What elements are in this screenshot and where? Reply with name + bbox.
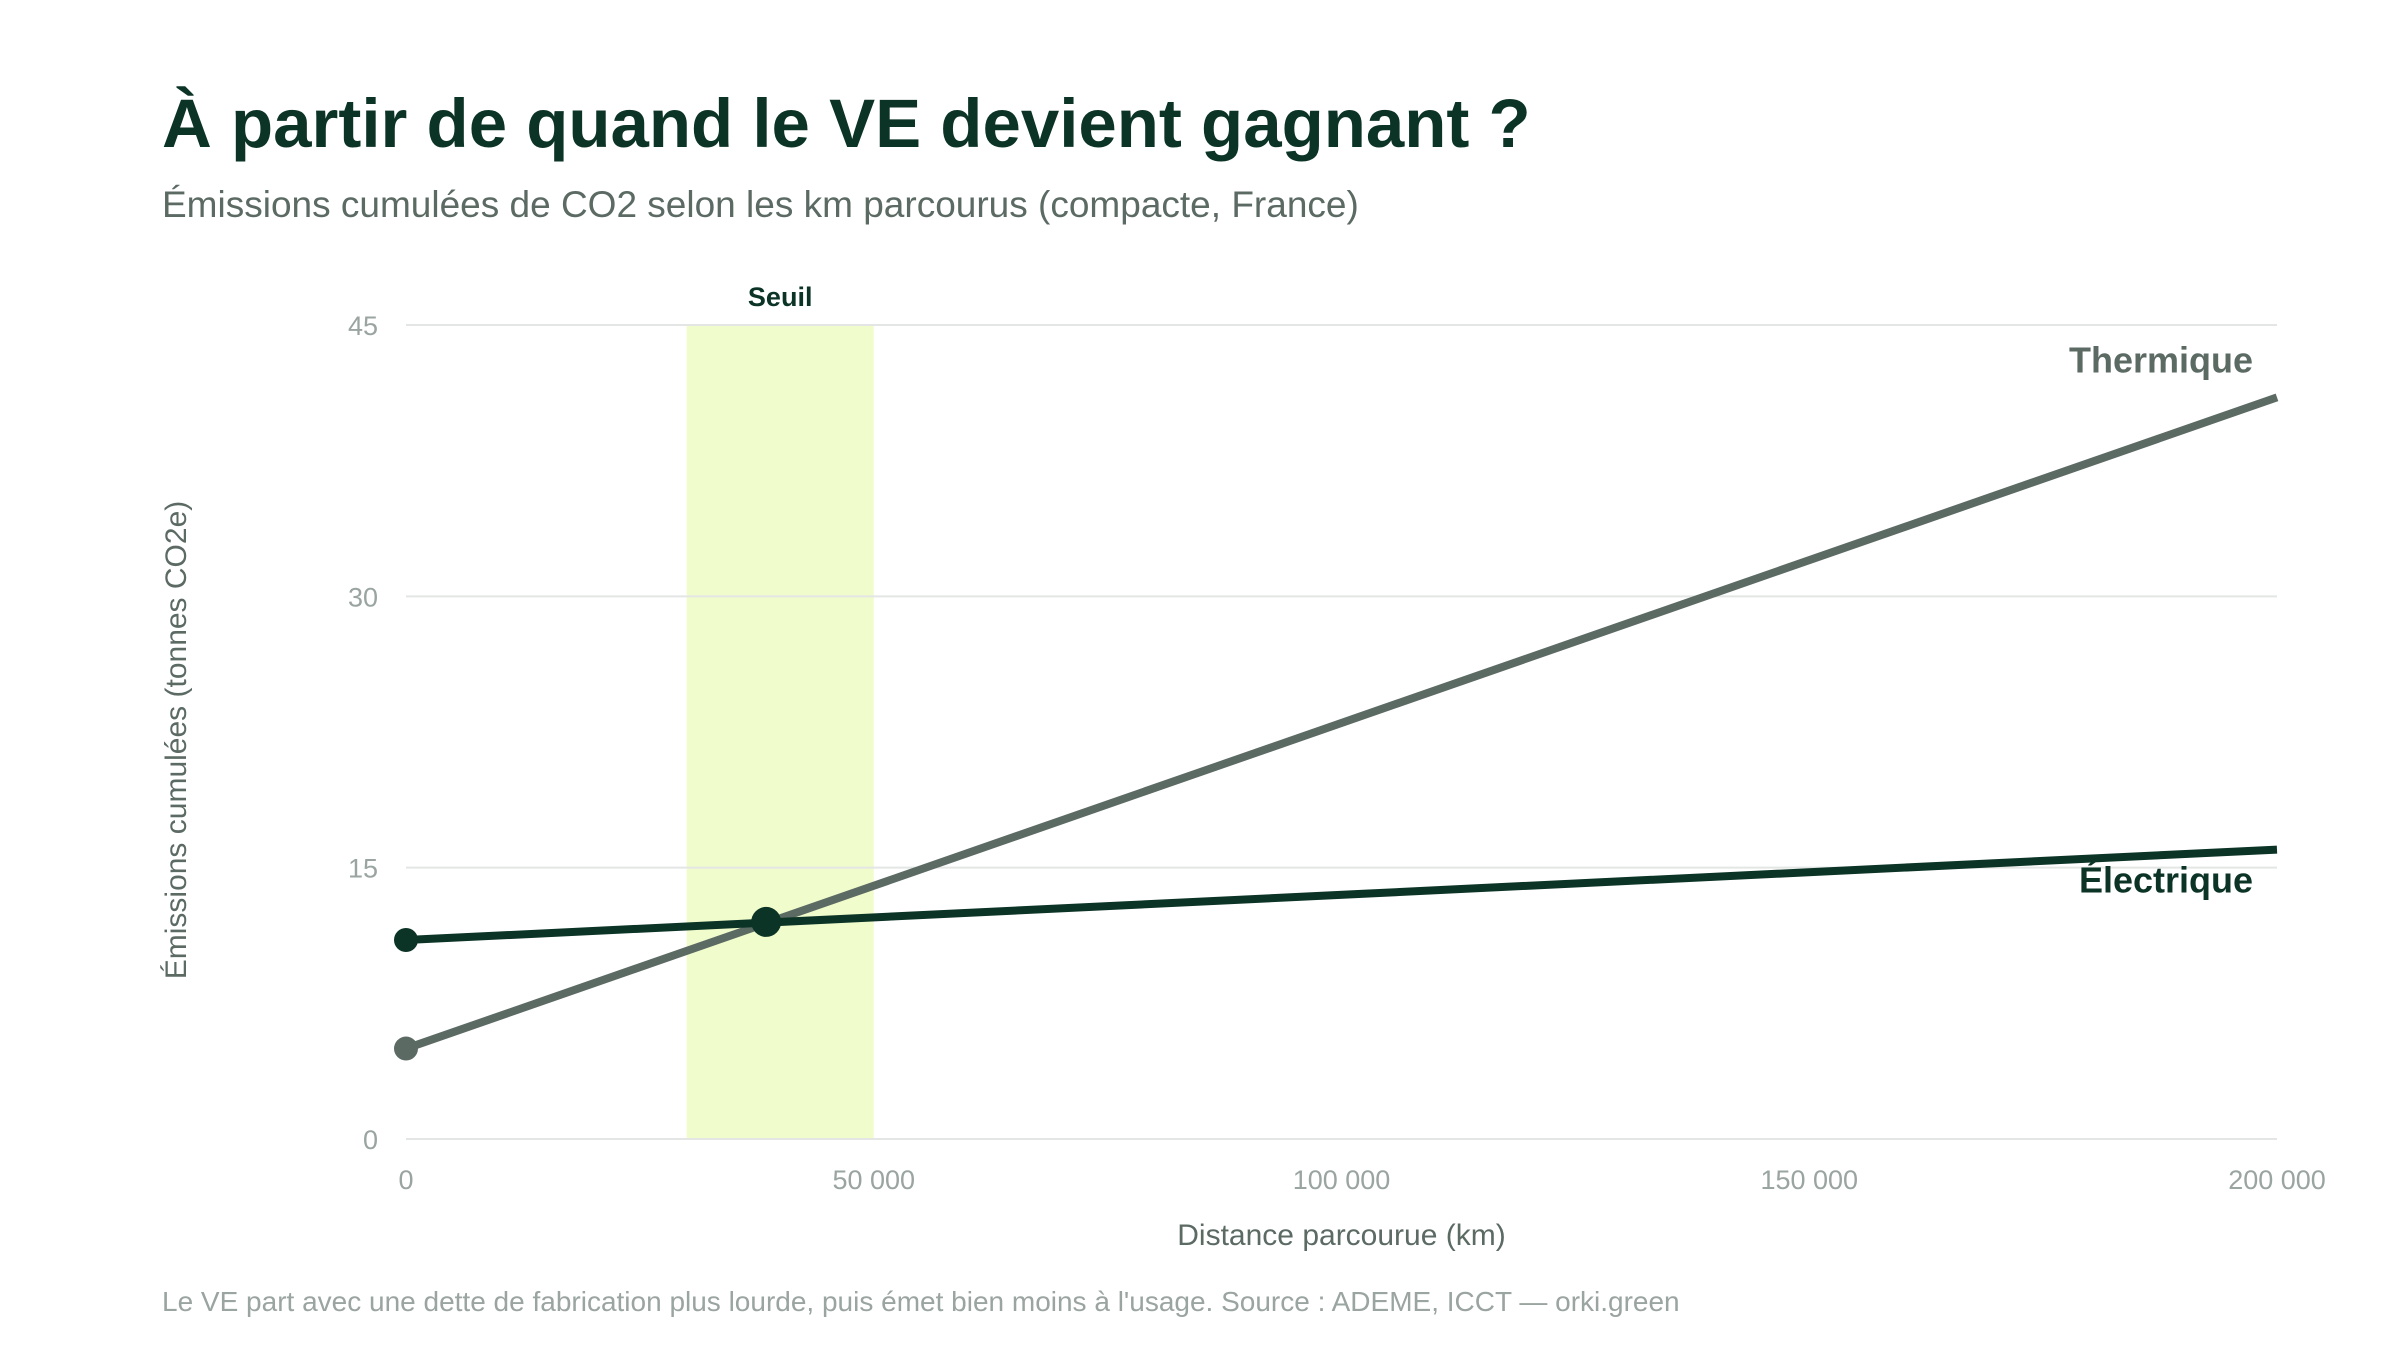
chart-footer-note: Le VE part avec une dette de fabrication… bbox=[162, 1286, 1680, 1317]
series-lines bbox=[404, 393, 2279, 1053]
threshold-band-layer: Seuil bbox=[686, 282, 874, 1139]
x-tick-label: 100 000 bbox=[1293, 1165, 1391, 1195]
x-axis-title: Distance parcourue (km) bbox=[1177, 1219, 1505, 1252]
chart-title: À partir de quand le VE devient gagnant … bbox=[162, 85, 1531, 162]
axis-labels: 0 15 30 45 0 50 000 100 000 150 000 200 000 Dista… bbox=[160, 311, 2326, 1252]
y-tick-label: 15 bbox=[348, 854, 378, 884]
x-tick-label: 150 000 bbox=[1760, 1165, 1858, 1195]
series-label: Électrique bbox=[2079, 860, 2253, 901]
series-start-point bbox=[394, 928, 418, 953]
y-tick-label: 30 bbox=[348, 582, 378, 612]
chart-subtitle: Émissions cumulées de CO2 selon les km p… bbox=[162, 184, 1359, 225]
y-axis-title: Émissions cumulées (tonnes CO2e) bbox=[160, 501, 193, 980]
threshold-band-label: Seuil bbox=[748, 282, 813, 312]
data-points bbox=[394, 906, 782, 1061]
threshold-band bbox=[686, 325, 874, 1139]
y-tick-label: 45 bbox=[348, 311, 378, 341]
x-tick-label: 50 000 bbox=[832, 1165, 915, 1195]
y-tick-label: 0 bbox=[363, 1125, 378, 1155]
series-line-thermique bbox=[404, 393, 2279, 1053]
series-label: Thermique bbox=[2069, 339, 2253, 380]
series-labels: Thermique Électrique bbox=[2069, 339, 2253, 900]
crossover-point bbox=[751, 906, 782, 937]
series-start-point bbox=[394, 1036, 418, 1061]
x-tick-label: 0 bbox=[398, 1165, 413, 1195]
series-line-electrique bbox=[405, 845, 2278, 945]
x-tick-label: 200 000 bbox=[2228, 1165, 2326, 1195]
